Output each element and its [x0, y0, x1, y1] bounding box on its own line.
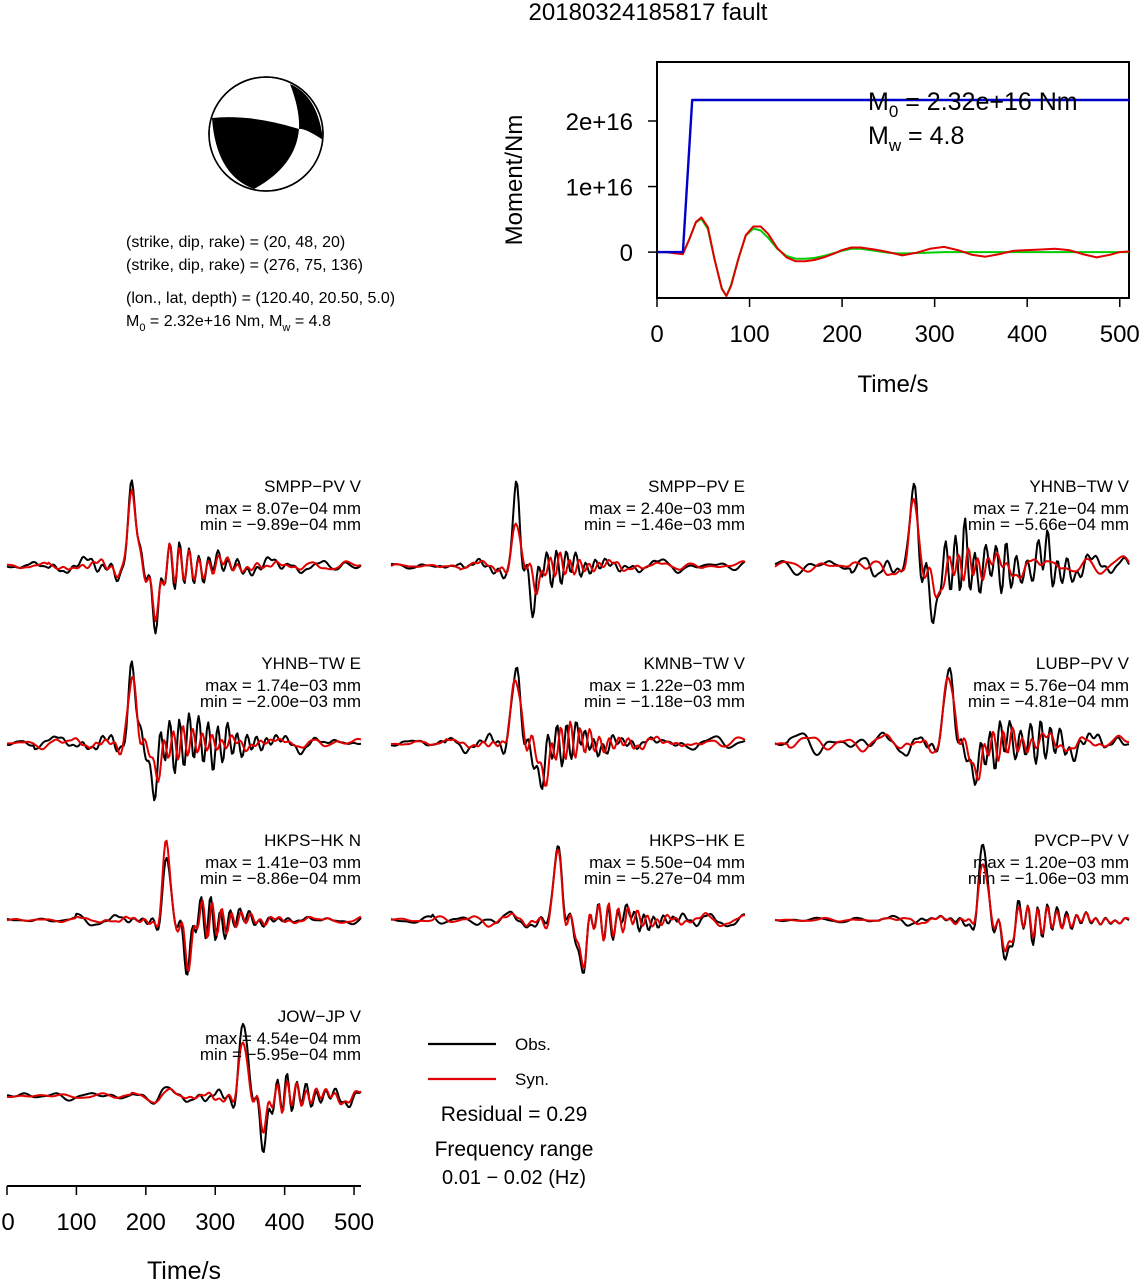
event-location: (lon., lat, depth) = (120.40, 20.50, 5.0…: [126, 290, 395, 307]
synthetic-trace: [391, 678, 746, 787]
moment-plot-frame: [656, 61, 1130, 299]
moment-series-synthetic: [657, 216, 1130, 297]
waveform-xtick-label: 200: [126, 1209, 166, 1236]
event-info: (strike, dip, rake) = (20, 48, 20) (stri…: [126, 234, 395, 334]
max-label: max = 8.07e−04 mm: [205, 499, 361, 518]
max-label: max = 1.22e−03 mm: [589, 676, 745, 695]
moment-ytick-label: 1e+16: [566, 175, 633, 202]
legend-obs-label: Obs.: [515, 1035, 551, 1054]
moment-series-cumulative: [657, 98, 1129, 254]
min-label: min = −5.27e−04 mm: [584, 869, 745, 888]
min-label: min = −1.06e−03 mm: [968, 869, 1129, 888]
waveform-time-axis: 0 100 200 300 400 500: [1, 1185, 374, 1236]
moment-annotation-m0: M0 = 2.32e+16 Nm: [868, 88, 1078, 121]
station-label: YHNB−TW E: [261, 654, 361, 673]
min-label: min = −4.81e−04 mm: [968, 692, 1129, 711]
min-label: min = −8.86e−04 mm: [200, 869, 361, 888]
waveform-xtick-label: 500: [334, 1209, 374, 1236]
moment-xtick-label: 500: [1100, 321, 1140, 348]
event-moment: M0 = 2.32e+16 Nm, Mw = 4.8: [126, 313, 331, 334]
moment-ytick-label: 0: [620, 240, 633, 267]
observed-trace: [6, 1022, 362, 1153]
synthetic-trace: [6, 675, 362, 783]
max-label: max = 7.21e−04 mm: [973, 499, 1129, 518]
max-label: max = 5.50e−04 mm: [589, 853, 745, 872]
station-label: SMPP−PV V: [264, 477, 362, 496]
compressional-quadrant-1: [212, 117, 299, 189]
station-label: HKPS−HK E: [649, 831, 745, 850]
legend: Obs. Syn.: [428, 1035, 551, 1089]
station-label: LUBP−PV V: [1036, 654, 1130, 673]
synthetic-trace: [6, 1041, 362, 1134]
min-label: min = −2.00e−03 mm: [200, 692, 361, 711]
synthetic-trace: [774, 863, 1130, 953]
observed-trace: [774, 482, 1130, 625]
station-label: JOW−JP V: [278, 1007, 362, 1026]
max-label: max = 5.76e−04 mm: [973, 676, 1129, 695]
station-label: KMNB−TW V: [643, 654, 745, 673]
synthetic-trace: [774, 676, 1130, 781]
synthetic-trace: [390, 522, 746, 595]
min-label: min = −1.18e−03 mm: [584, 692, 745, 711]
synthetic-trace: [391, 848, 746, 969]
legend-syn-label: Syn.: [515, 1070, 549, 1089]
min-label: min = −1.46e−03 mm: [584, 515, 745, 534]
max-label: max = 1.20e−03 mm: [973, 853, 1129, 872]
synthetic-trace: [6, 839, 362, 972]
moment-xtick-label: 400: [1007, 321, 1047, 348]
station-label: SMPP−PV E: [648, 477, 745, 496]
min-label: min = −9.89e−04 mm: [200, 515, 361, 534]
observed-trace: [6, 479, 362, 635]
moment-ylabel: Moment/Nm: [501, 115, 528, 246]
moment-series-observed: [657, 217, 1129, 297]
max-label: max = 2.40e−03 mm: [589, 499, 745, 518]
residual-text: Residual = 0.29: [441, 1103, 588, 1126]
moment-xtick-label: 100: [730, 321, 770, 348]
figure-title: 20180324185817 fault: [529, 0, 768, 26]
compressional-quadrant-2: [290, 84, 323, 140]
waveform-xtick-label: 300: [195, 1209, 235, 1236]
waveform-xtick-label: 0: [1, 1209, 14, 1236]
waveform-xtick-label: 100: [56, 1209, 96, 1236]
frequency-range: 0.01 − 0.02 (Hz): [442, 1167, 586, 1189]
waveform-xlabel: Time/s: [147, 1257, 221, 1281]
station-label: PVCP−PV V: [1034, 831, 1130, 850]
synthetic-trace: [774, 498, 1130, 599]
frequency-label: Frequency range: [435, 1138, 594, 1161]
max-label: max = 1.74e−03 mm: [205, 676, 361, 695]
moment-annotation-mw: Mw = 4.8: [868, 122, 964, 155]
min-label: min = −5.95e−04 mm: [200, 1045, 361, 1064]
moment-xtick-label: 200: [822, 321, 862, 348]
nodal-plane-1: (strike, dip, rake) = (20, 48, 20): [126, 234, 345, 251]
min-label: min = −5.66e−04 mm: [968, 515, 1129, 534]
max-label: max = 1.41e−03 mm: [205, 853, 361, 872]
moment-xlabel: Time/s: [857, 371, 928, 398]
observed-trace: [390, 845, 746, 974]
station-label: HKPS−HK N: [264, 831, 361, 850]
moment-chart: 0 100 200 300 400 500 0 1e+16 2e+16 M0 = 2.32e+1…: [501, 61, 1140, 398]
waveform-xtick-label: 400: [265, 1209, 305, 1236]
moment-xtick-label: 300: [915, 321, 955, 348]
station-label: YHNB−TW V: [1029, 477, 1129, 496]
synthetic-trace: [6, 488, 362, 622]
moment-ytick-label: 2e+16: [566, 109, 633, 136]
moment-xtick-label: 0: [650, 321, 663, 348]
focal-mechanism-beachball: [208, 76, 324, 192]
nodal-plane-2: (strike, dip, rake) = (276, 75, 136): [126, 257, 363, 274]
max-label: max = 4.54e−04 mm: [205, 1029, 361, 1048]
